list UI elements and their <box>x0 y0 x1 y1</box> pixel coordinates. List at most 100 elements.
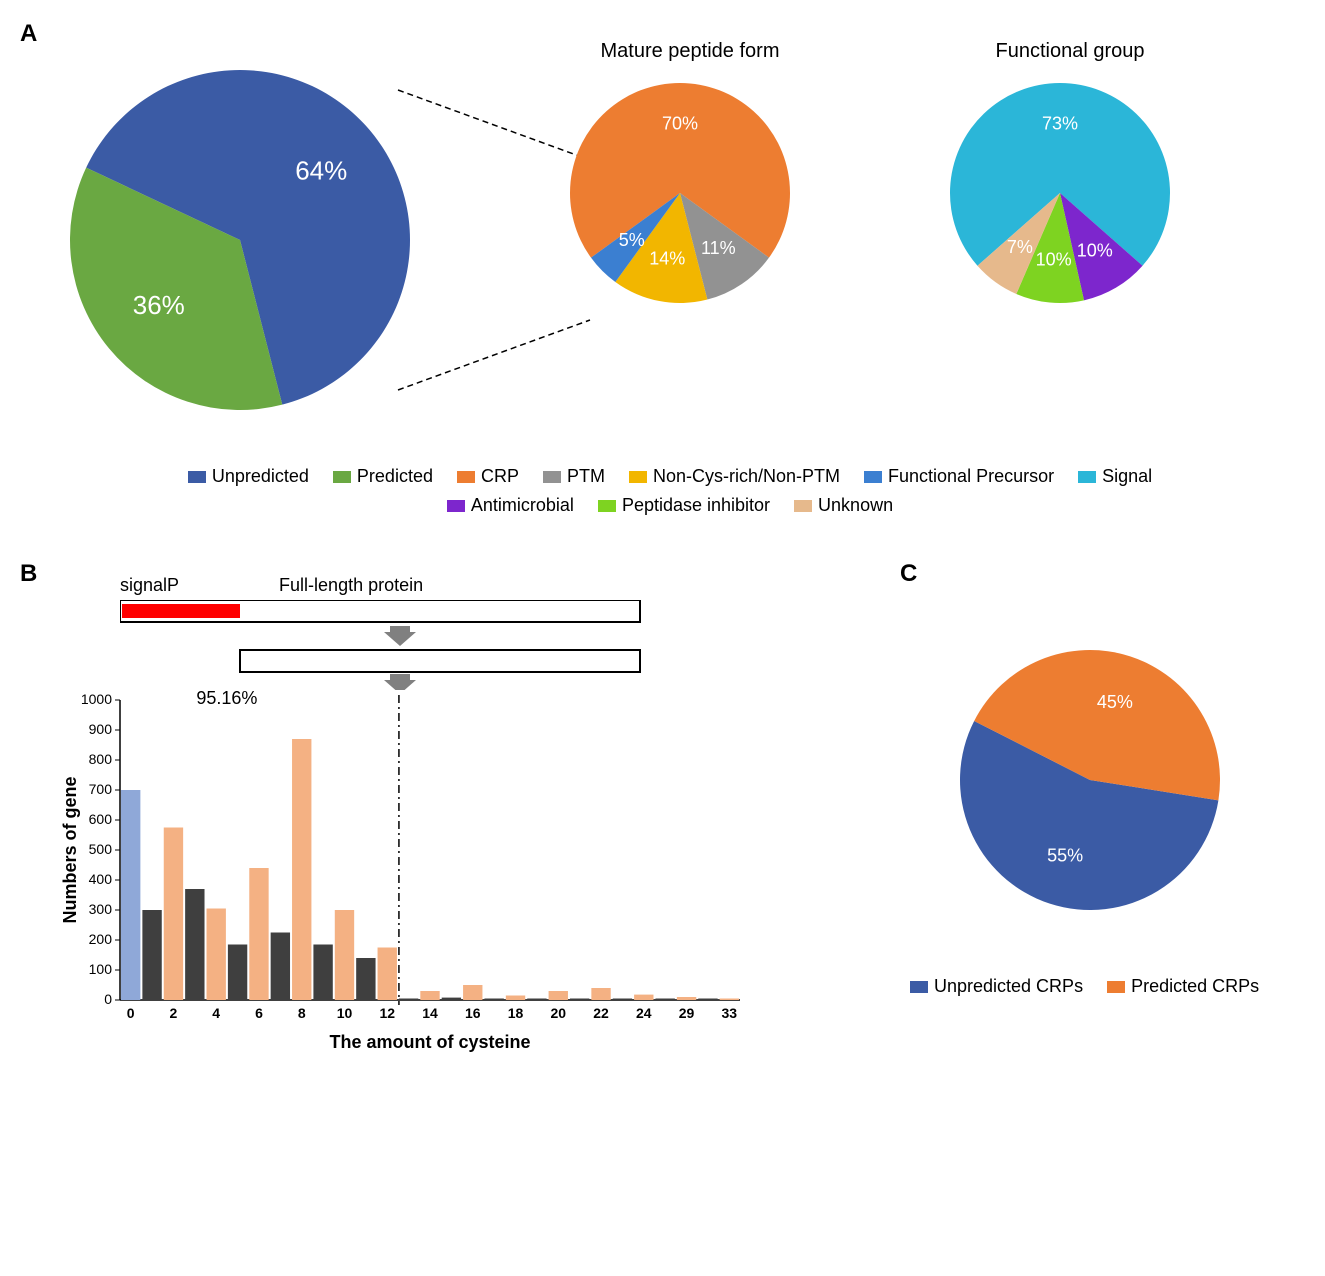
bar <box>506 996 525 1001</box>
x-tick-label: 12 <box>379 1005 395 1021</box>
bar <box>164 828 183 1001</box>
y-tick-label: 500 <box>89 841 113 857</box>
bar <box>442 998 461 1000</box>
pie-slice-label: 11% <box>701 238 736 258</box>
cysteine-bar-chart: 0100200300400500600700800900100002468101… <box>60 690 760 1090</box>
x-tick-label: 22 <box>593 1005 609 1021</box>
bar <box>271 933 290 1001</box>
panel-c-label: C <box>900 560 917 588</box>
x-tick-label: 18 <box>508 1005 524 1021</box>
bar <box>655 999 674 1001</box>
bar <box>399 999 418 1001</box>
x-tick-label: 6 <box>255 1005 263 1021</box>
pie-slice-label: 14% <box>649 249 685 269</box>
y-tick-label: 1000 <box>81 691 112 707</box>
x-tick-label: 16 <box>465 1005 481 1021</box>
y-tick-label: 100 <box>89 961 113 977</box>
x-tick-label: 24 <box>636 1005 652 1021</box>
panel-b-label: B <box>20 560 37 588</box>
panel-a-label: A <box>20 20 37 48</box>
legend-label: Functional Precursor <box>888 466 1054 487</box>
legend-item: Antimicrobial <box>447 495 574 516</box>
x-tick-label: 33 <box>722 1005 738 1021</box>
y-tick-label: 600 <box>89 811 113 827</box>
pie-slice-label: 73% <box>1042 114 1078 134</box>
legend-label: PTM <box>567 466 605 487</box>
x-tick-label: 10 <box>337 1005 353 1021</box>
legend-item: Signal <box>1078 466 1152 487</box>
legend-item: Unknown <box>794 495 893 516</box>
legend-label: Unknown <box>818 495 893 516</box>
bar <box>142 910 161 1000</box>
legend-item: Predicted CRPs <box>1107 976 1259 997</box>
bar <box>420 991 439 1000</box>
bar <box>484 999 503 1001</box>
bar <box>613 999 632 1001</box>
legend-swatch <box>543 471 561 483</box>
x-tick-label: 29 <box>679 1005 695 1021</box>
legend-swatch <box>447 500 465 512</box>
legend-label: Predicted <box>357 466 433 487</box>
legend-item: Unpredicted CRPs <box>910 976 1083 997</box>
bar-annotation: 95.16% <box>196 690 257 708</box>
legend-label: Signal <box>1102 466 1152 487</box>
y-tick-label: 0 <box>104 991 112 1007</box>
legend-swatch <box>864 471 882 483</box>
pie-slice-label: 10% <box>1077 240 1113 260</box>
x-tick-label: 2 <box>170 1005 178 1021</box>
legend-swatch <box>598 500 616 512</box>
legend-label: Predicted CRPs <box>1131 976 1259 997</box>
legend-item: Peptidase inhibitor <box>598 495 770 516</box>
legend-swatch <box>1078 471 1096 483</box>
bar <box>527 999 546 1001</box>
bar <box>335 910 354 1000</box>
legend-item: CRP <box>457 466 519 487</box>
pie-slice-label: 64% <box>295 156 347 186</box>
panel-c-legend: Unpredicted CRPs Predicted CRPs <box>910 976 1290 997</box>
legend-item: Functional Precursor <box>864 466 1054 487</box>
legend-label: Non-Cys-rich/Non-PTM <box>653 466 840 487</box>
bar <box>249 868 268 1000</box>
bar <box>677 997 696 1000</box>
bar <box>185 889 204 1000</box>
y-tick-label: 200 <box>89 931 113 947</box>
pie-slice-label: 7% <box>1007 237 1033 257</box>
bar <box>121 790 140 1000</box>
y-tick-label: 800 <box>89 751 113 767</box>
legend-label: Peptidase inhibitor <box>622 495 770 516</box>
y-tick-label: 700 <box>89 781 113 797</box>
legend-label: Unpredicted <box>212 466 309 487</box>
panel-a-legend: Unpredicted Predicted CRP PTM Non-Cys-rich/N… <box>120 466 1220 516</box>
x-tick-label: 14 <box>422 1005 438 1021</box>
y-axis-label: Numbers of gene <box>60 776 80 923</box>
legend-label: Antimicrobial <box>471 495 574 516</box>
pie-crp-predicted: 55%45% <box>950 640 1230 920</box>
legend-swatch <box>794 500 812 512</box>
x-tick-label: 20 <box>550 1005 566 1021</box>
protein-schematic <box>120 600 680 690</box>
pie-predicted-unpredicted: 64%36% <box>60 60 420 420</box>
bar <box>228 945 247 1001</box>
bar <box>634 995 653 1000</box>
x-tick-label: 4 <box>212 1005 220 1021</box>
pie-slice-label: 70% <box>662 114 698 134</box>
legend-item: Predicted <box>333 466 433 487</box>
legend-swatch <box>188 471 206 483</box>
pie-slice-label: 5% <box>619 230 645 250</box>
legend-swatch <box>1107 981 1125 993</box>
x-axis-label: The amount of cysteine <box>329 1032 530 1052</box>
bar <box>720 999 739 1001</box>
legend-swatch <box>457 471 475 483</box>
bar <box>356 958 375 1000</box>
y-tick-label: 400 <box>89 871 113 887</box>
bar <box>698 999 717 1001</box>
y-tick-label: 300 <box>89 901 113 917</box>
x-tick-label: 8 <box>298 1005 306 1021</box>
pie3-title: Functional group <box>940 40 1200 63</box>
legend-swatch <box>333 471 351 483</box>
bar <box>313 945 332 1001</box>
bar <box>207 909 226 1001</box>
bar <box>591 988 610 1000</box>
pie-slice-label: 55% <box>1047 845 1083 865</box>
bar <box>292 739 311 1000</box>
